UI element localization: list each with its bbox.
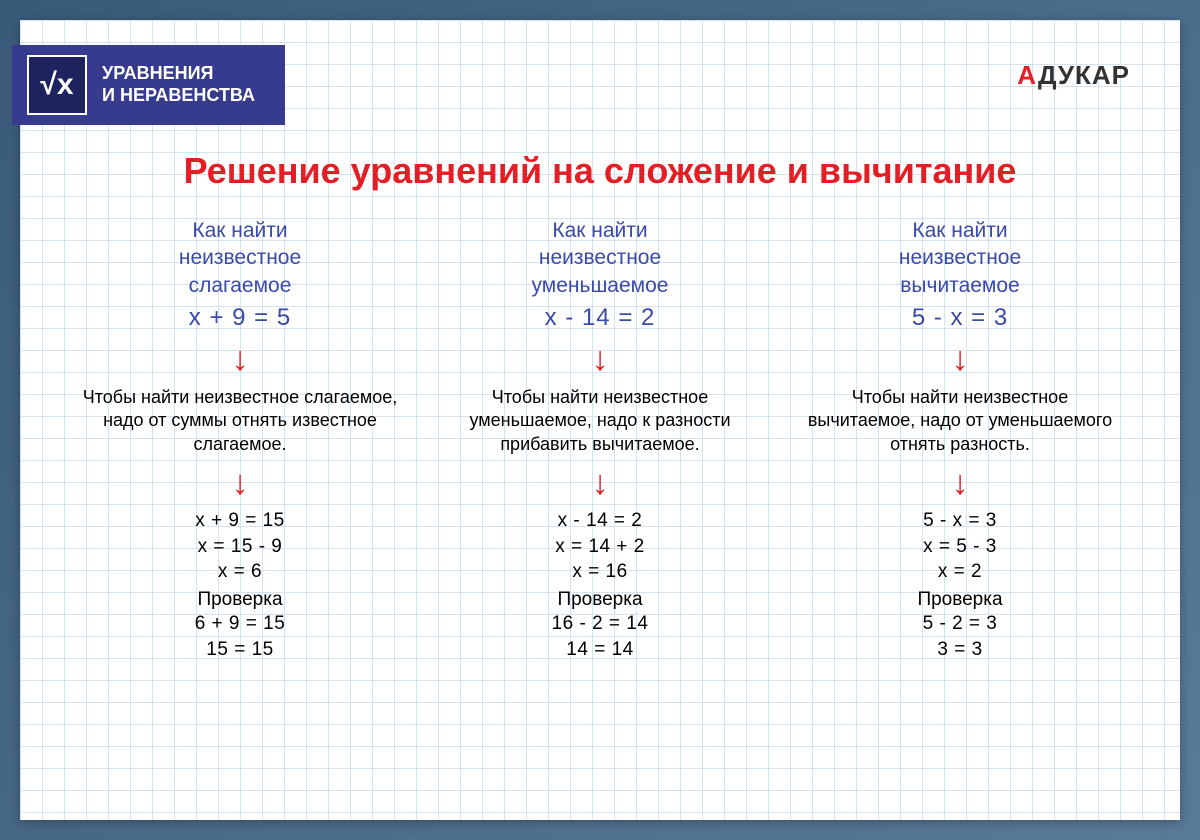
column-heading: Как найти неизвестное уменьшаемое [438,217,762,299]
check-label: Проверка [78,589,402,611]
check-line: 15 = 15 [78,637,402,663]
column-minuend: Как найти неизвестное уменьшаемое х - 14… [438,217,762,662]
rule-text: Чтобы найти неизвестное слагаемое, надо … [78,386,402,456]
check-line: 14 = 14 [438,637,762,663]
check-line: 6 + 9 = 15 [78,611,402,637]
heading-line: Как найти [438,217,762,244]
column-heading: Как найти неизвестное слагаемое [78,217,402,299]
icon-text: √x [40,68,73,102]
column-subtrahend: Как найти неизвестное вычитаемое 5 - х =… [798,217,1122,662]
arrow-down-icon: ↓ [78,466,402,500]
example-equation: х + 9 = 5 [78,304,402,332]
badge-line2: И НЕРАВЕНСТВА [102,85,255,107]
heading-line: неизвестное [78,244,402,271]
solution-line: х = 5 - 3 [798,534,1122,560]
heading-line: уменьшаемое [438,272,762,299]
solution-line: х = 16 [438,559,762,585]
arrow-down-icon: ↓ [798,342,1122,376]
solution-block: х + 9 = 15 х = 15 - 9 х = 6 [78,508,402,585]
solution-line: х = 6 [78,559,402,585]
heading-line: неизвестное [798,244,1122,271]
arrow-down-icon: ↓ [438,342,762,376]
solution-block: 5 - х = 3 х = 5 - 3 х = 2 [798,508,1122,585]
solution-block: х - 14 = 2 х = 14 + 2 х = 16 [438,508,762,585]
solution-line: х = 15 - 9 [78,534,402,560]
badge-label: УРАВНЕНИЯ И НЕРАВЕНСТВА [102,63,255,106]
arrow-down-icon: ↓ [78,342,402,376]
solution-line: х = 14 + 2 [438,534,762,560]
category-badge: √x УРАВНЕНИЯ И НЕРАВЕНСТВА [12,45,285,125]
arrow-down-icon: ↓ [798,466,1122,500]
example-equation: х - 14 = 2 [438,304,762,332]
solution-line: х - 14 = 2 [438,508,762,534]
check-block: 16 - 2 = 14 14 = 14 [438,611,762,662]
heading-line: Как найти [78,217,402,244]
check-label: Проверка [438,589,762,611]
check-block: 5 - 2 = 3 3 = 3 [798,611,1122,662]
solution-line: 5 - х = 3 [798,508,1122,534]
heading-line: Как найти [798,217,1122,244]
solution-line: х = 2 [798,559,1122,585]
brand-rest: ДУКАР [1038,60,1130,90]
badge-line1: УРАВНЕНИЯ [102,63,255,85]
example-equation: 5 - х = 3 [798,304,1122,332]
check-label: Проверка [798,589,1122,611]
column-heading: Как найти неизвестное вычитаемое [798,217,1122,299]
check-line: 5 - 2 = 3 [798,611,1122,637]
check-block: 6 + 9 = 15 15 = 15 [78,611,402,662]
check-line: 16 - 2 = 14 [438,611,762,637]
brand-first-letter: А [1017,60,1038,90]
heading-line: вычитаемое [798,272,1122,299]
sqrt-icon: √x [27,55,87,115]
solution-line: х + 9 = 15 [78,508,402,534]
arrow-down-icon: ↓ [438,466,762,500]
rule-text: Чтобы найти неизвестное уменьшаемое, над… [438,386,762,456]
rule-text: Чтобы найти неизвестное вычитаемое, надо… [798,386,1122,456]
brand-logo: АДУКАР [1017,60,1130,91]
check-line: 3 = 3 [798,637,1122,663]
grid-paper: √x УРАВНЕНИЯ И НЕРАВЕНСТВА АДУКАР Решени… [20,20,1180,820]
heading-line: неизвестное [438,244,762,271]
columns-container: Как найти неизвестное слагаемое х + 9 = … [20,217,1180,662]
column-addend: Как найти неизвестное слагаемое х + 9 = … [78,217,402,662]
heading-line: слагаемое [78,272,402,299]
